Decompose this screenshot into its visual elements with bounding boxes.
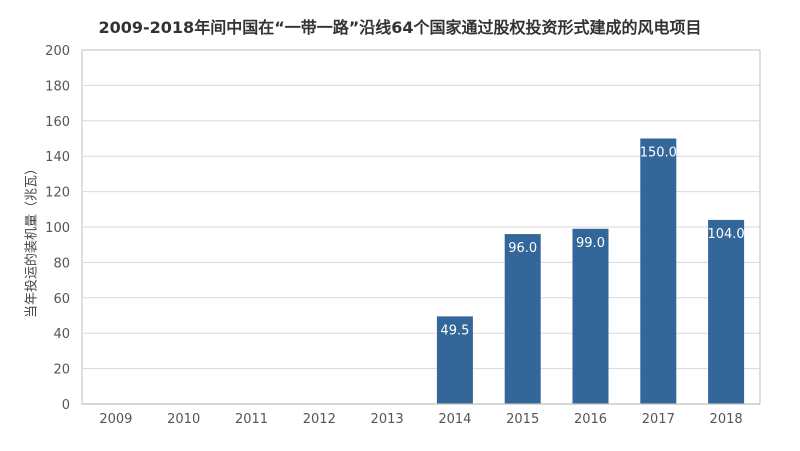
x-tick-label: 2010 <box>167 412 200 427</box>
data-label: 104.0 <box>707 227 744 242</box>
x-tick-label: 2013 <box>371 412 404 427</box>
y-tick-label: 80 <box>53 256 70 271</box>
x-tick-label: 2017 <box>642 412 675 427</box>
data-label: 49.5 <box>440 323 469 338</box>
y-tick-label: 60 <box>53 292 70 307</box>
bar <box>640 138 677 404</box>
x-tick-label: 2018 <box>710 412 743 427</box>
bar <box>436 316 473 404</box>
bar <box>504 234 541 404</box>
x-tick-label: 2015 <box>506 412 539 427</box>
x-tick-label: 2014 <box>438 412 471 427</box>
chart-title: 2009-2018年间中国在“一带一路”沿线64个国家通过股权投资形式建成的风电… <box>98 18 702 37</box>
y-tick-label: 160 <box>45 115 70 130</box>
x-tick-label: 2012 <box>303 412 336 427</box>
x-tick-label: 2009 <box>99 412 132 427</box>
y-tick-label: 120 <box>45 186 70 201</box>
x-tick-label: 2016 <box>574 412 607 427</box>
data-label: 99.0 <box>576 236 605 251</box>
y-tick-label: 180 <box>45 79 70 94</box>
bar <box>708 219 745 404</box>
y-tick-label: 100 <box>45 221 70 236</box>
bar <box>572 228 609 404</box>
data-label: 150.0 <box>640 146 677 161</box>
y-tick-label: 200 <box>45 44 70 59</box>
y-tick-label: 40 <box>53 327 70 342</box>
y-tick-label: 140 <box>45 150 70 165</box>
y-tick-label: 20 <box>53 363 70 378</box>
data-label: 96.0 <box>508 241 537 256</box>
y-tick-label: 0 <box>62 398 70 413</box>
x-tick-label: 2011 <box>235 412 268 427</box>
